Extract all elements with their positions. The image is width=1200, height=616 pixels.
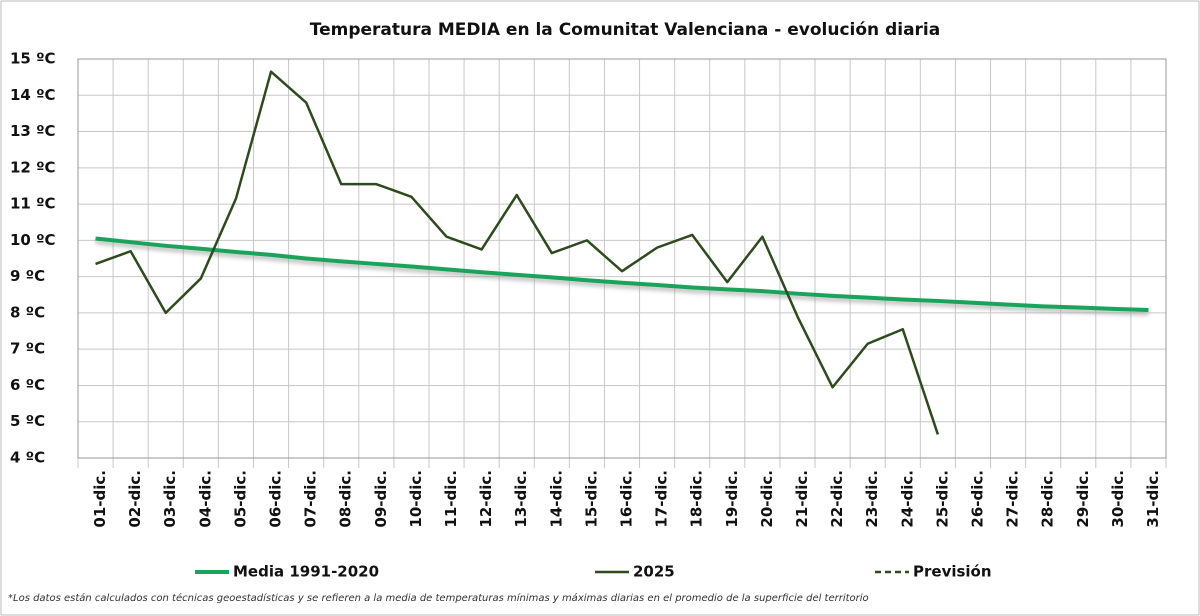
y-tick-label: 13 ºC (10, 122, 56, 140)
y-tick-label: 11 ºC (10, 195, 56, 213)
footnote: *Los datos están calculados con técnicas… (8, 592, 869, 604)
x-tick-label: 04-dic. (196, 470, 214, 528)
x-tick-label: 07-dic. (302, 470, 320, 528)
x-tick-label: 29-dic. (1074, 470, 1092, 528)
x-tick-label: 14-dic. (547, 470, 565, 528)
x-tick-label: 03-dic. (161, 470, 179, 528)
x-tick-label: 08-dic. (337, 470, 355, 528)
plot-border (77, 58, 1167, 459)
x-tick-label: 16-dic. (618, 470, 636, 528)
x-tick-label: 05-dic. (231, 470, 249, 528)
x-tick-label: 22-dic. (828, 470, 846, 528)
x-tick-label: 13-dic. (512, 470, 530, 528)
x-tick-label: 09-dic. (372, 470, 390, 528)
y-tick-label: 8 ºC (10, 303, 45, 321)
y-tick-label: 15 ºC (10, 50, 56, 68)
x-tick-label: 02-dic. (126, 470, 144, 528)
y-tick-label: 7 ºC (10, 340, 45, 358)
y-tick-label: 4 ºC (10, 449, 45, 467)
x-tick-label: 21-dic. (793, 470, 811, 528)
chart-title: Temperatura MEDIA en la Comunitat Valenc… (310, 20, 940, 40)
x-tick-label: 19-dic. (723, 470, 741, 528)
x-tick-label: 01-dic. (91, 470, 109, 528)
line-shadow (95, 239, 1149, 316)
legend-label: Previsión (913, 563, 992, 581)
series-line (95, 70, 940, 435)
x-tick-label: 23-dic. (863, 470, 881, 528)
x-tick-label: 25-dic. (933, 470, 951, 528)
y-tick-label: 12 ºC (10, 158, 56, 176)
x-tick-label: 20-dic. (758, 470, 776, 528)
y-tick-label: 6 ºC (10, 376, 45, 394)
x-tick-label: 30-dic. (1109, 470, 1127, 528)
series-line (95, 236, 1149, 313)
x-tick-label: 11-dic. (442, 470, 460, 528)
y-tick-label: 5 ºC (10, 412, 45, 430)
legend-label: 2025 (633, 563, 675, 581)
x-tick-label: 15-dic. (582, 470, 600, 528)
x-tick-label: 26-dic. (968, 470, 986, 528)
x-tick-label: 12-dic. (477, 470, 495, 528)
x-tick-label: 10-dic. (407, 470, 425, 528)
x-tick-label: 28-dic. (1039, 470, 1057, 528)
x-tick-label: 06-dic. (267, 470, 285, 528)
x-tick-label: 27-dic. (1004, 470, 1022, 528)
x-tick-label: 17-dic. (653, 470, 671, 528)
legend-label: Media 1991-2020 (233, 563, 379, 581)
y-tick-label: 10 ºC (10, 231, 56, 249)
y-tick-label: 14 ºC (10, 86, 56, 104)
x-tick-label: 18-dic. (688, 470, 706, 528)
x-tick-label: 31-dic. (1144, 470, 1162, 528)
y-tick-label: 9 ºC (10, 267, 45, 285)
x-tick-label: 24-dic. (898, 470, 916, 528)
